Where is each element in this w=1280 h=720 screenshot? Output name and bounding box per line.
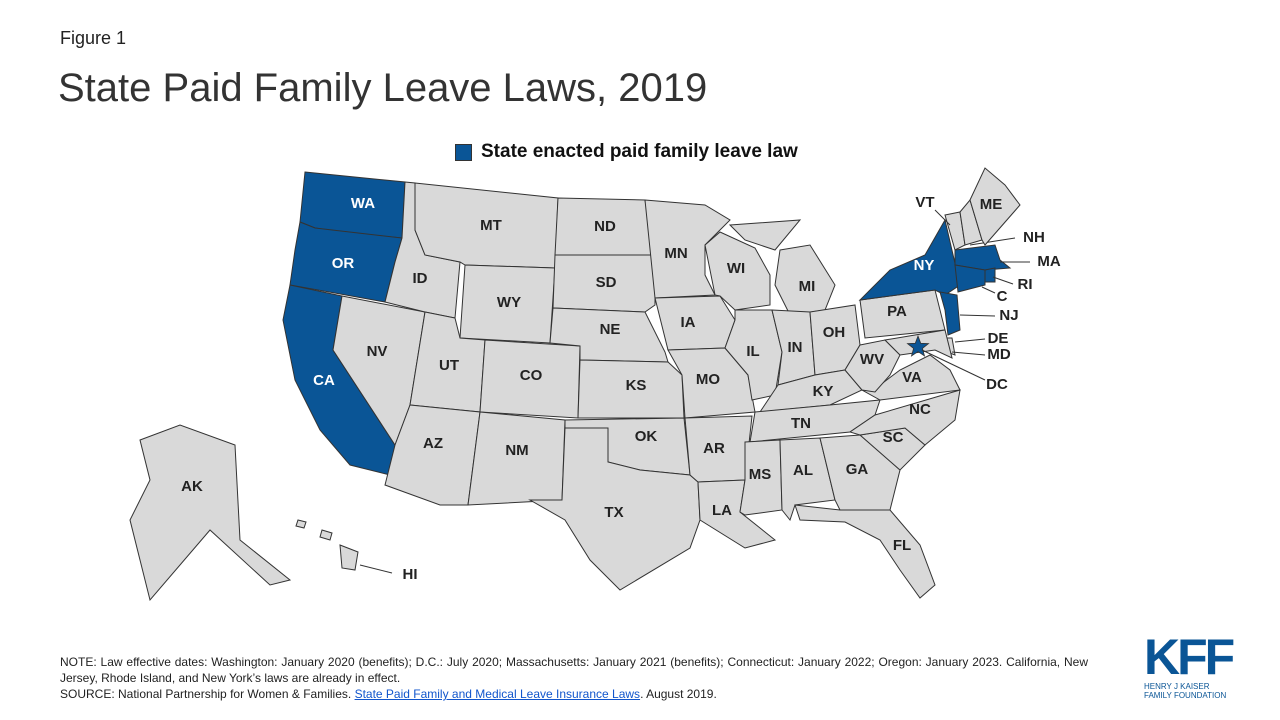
source-prefix: SOURCE: National Partnership for Women &… [60, 687, 352, 701]
source-suffix: . August 2019. [640, 687, 717, 701]
state-label: MO [696, 371, 720, 388]
state-label: NM [505, 442, 528, 459]
state-label: VT [915, 194, 934, 211]
leader-line [934, 209, 951, 226]
state-label: FL [893, 537, 911, 554]
leader-line [359, 564, 393, 574]
state-label: IA [681, 314, 696, 331]
state-label: CA [313, 372, 335, 389]
us-map: WA OR CA NV ID MT WY UT CO AZ NM ND SD NE KS OK TX MN IA MO… [129, 167, 1061, 602]
state-label: C [997, 288, 1008, 305]
state-label: AR [703, 440, 725, 457]
leader-line [992, 276, 1014, 285]
state-shape [704, 231, 771, 311]
state-label: TN [791, 415, 811, 432]
state-label: SD [596, 274, 617, 291]
leader-line [921, 349, 986, 381]
state-label: AL [793, 462, 813, 479]
state-label: OH [823, 324, 846, 341]
source-link[interactable]: State Paid Family and Medical Leave Insu… [354, 687, 641, 701]
state-shape [984, 267, 996, 283]
leader-line [959, 314, 996, 317]
state-label: MN [664, 245, 687, 262]
state-label: NC [909, 401, 931, 418]
state-shape [728, 219, 802, 251]
state-label: PA [887, 303, 907, 320]
state-shape [129, 424, 292, 602]
state-label: NJ [999, 307, 1018, 324]
state-label: HI [403, 566, 418, 583]
state-label: KS [626, 377, 647, 394]
state-label: NY [914, 257, 935, 274]
state-label: AK [181, 478, 203, 495]
state-label: IL [746, 343, 759, 360]
source: SOURCE: National Partnership for Women &… [60, 686, 1088, 702]
state-label: ME [980, 196, 1003, 213]
state-label: WA [351, 195, 375, 212]
state-label: TX [604, 504, 623, 521]
logo: KFF HENRY J KAISER FAMILY FOUNDATION [1144, 632, 1239, 700]
state-label: MS [749, 466, 772, 483]
state-label: VA [902, 369, 922, 386]
state-label: WI [727, 260, 745, 277]
state-shape [319, 529, 333, 541]
state-shape [552, 254, 656, 313]
figure-label: Figure 1 [60, 28, 127, 48]
state-shape [858, 218, 961, 301]
footer: NOTE: Law effective dates: Washington: J… [60, 654, 1088, 702]
state-label: ID [413, 270, 428, 287]
state-label: OK [635, 428, 658, 445]
state-label: DC [986, 376, 1008, 393]
leader-line [954, 338, 986, 343]
logo-mark: KFF [1144, 629, 1235, 685]
state-label: GA [846, 461, 869, 478]
state-label: DE [988, 330, 1009, 347]
state-label: MI [799, 278, 816, 295]
title: State Paid Family Leave Laws, 2019 [58, 66, 708, 110]
state-label: NH [1023, 229, 1045, 246]
legend-label: State enacted paid family leave law [481, 141, 798, 162]
state-label: LA [712, 502, 732, 519]
state-label: OR [332, 255, 355, 272]
state-shape [295, 519, 307, 529]
state-label: MD [987, 346, 1010, 363]
state-label: RI [1018, 276, 1033, 293]
note: NOTE: Law effective dates: Washington: J… [60, 655, 1088, 685]
state-label: CO [520, 367, 543, 384]
state-label: NV [367, 343, 388, 360]
leader-line [951, 351, 986, 356]
logo-subtitle: HENRY J KAISER FAMILY FOUNDATION [1144, 682, 1227, 700]
state-label: MA [1037, 253, 1060, 270]
state-label: WY [497, 294, 521, 311]
dc-star [906, 334, 930, 357]
state-label: IN [788, 339, 803, 356]
state-label: KY [813, 383, 834, 400]
leader-line [981, 286, 996, 294]
state-label: MT [480, 217, 502, 234]
state-label: ND [594, 218, 616, 235]
legend-swatch [455, 143, 472, 161]
state-label: NE [600, 321, 621, 338]
state-label: AZ [423, 435, 443, 452]
state-shape [528, 427, 701, 591]
state-shape [848, 389, 961, 446]
state-label: SC [883, 429, 904, 446]
state-label: UT [439, 357, 459, 374]
state-shape [794, 504, 936, 599]
state-shape [969, 167, 1021, 246]
state-shape [954, 264, 986, 293]
state-shape [339, 544, 359, 571]
legend: State enacted paid family leave law [455, 141, 798, 163]
state-shape [939, 291, 961, 336]
leader-line [969, 237, 1016, 246]
state-label: WV [860, 351, 884, 368]
